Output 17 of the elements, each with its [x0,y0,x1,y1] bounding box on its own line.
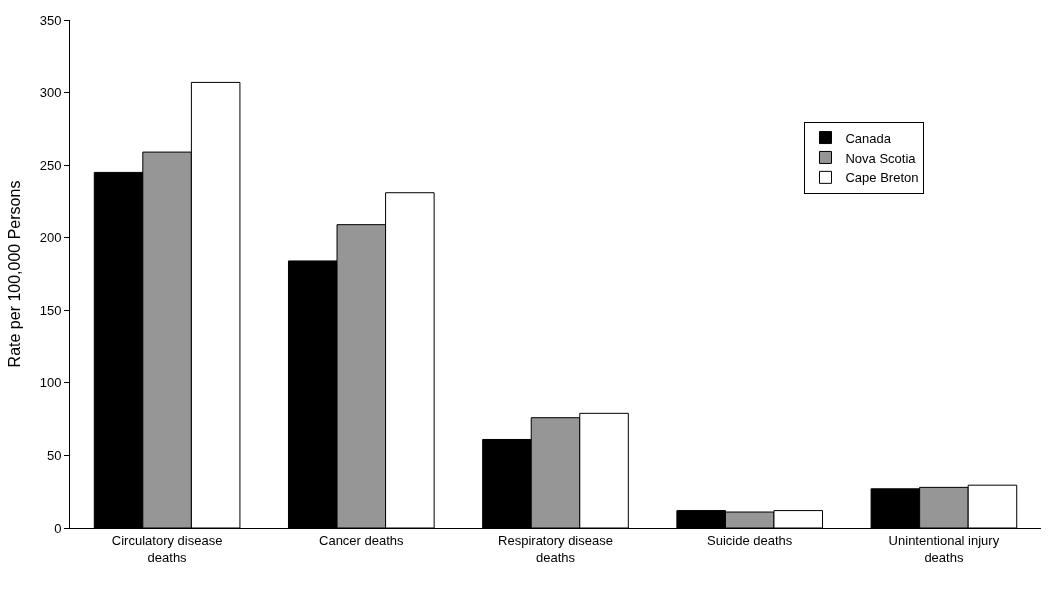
y-tick-label: 0 [54,520,62,536]
legend-label: Canada [845,130,892,146]
x-tick-label: Respiratory disease deaths [498,532,613,565]
y-tick-label: 300 [39,85,62,101]
x-tick-label: Suicide deaths [707,532,793,548]
x-tick-label: Circulatory disease deaths [111,532,223,565]
y-tick-label: 200 [39,230,62,246]
y-tick-label: 350 [39,12,62,28]
y-tick-label: 50 [46,447,62,463]
legend-label: Cape Breton [845,170,919,186]
y-axis-title: Rate per 100,000 Persons [5,180,23,368]
y-tick-label: 150 [39,302,62,318]
legend-label: Nova Scotia [845,150,917,166]
x-tick-label: Unintentional injury deaths [888,532,1000,565]
y-tick-label: 100 [39,375,62,391]
y-tick-label: 250 [39,157,62,173]
x-tick-label: Cancer deaths [319,532,405,548]
